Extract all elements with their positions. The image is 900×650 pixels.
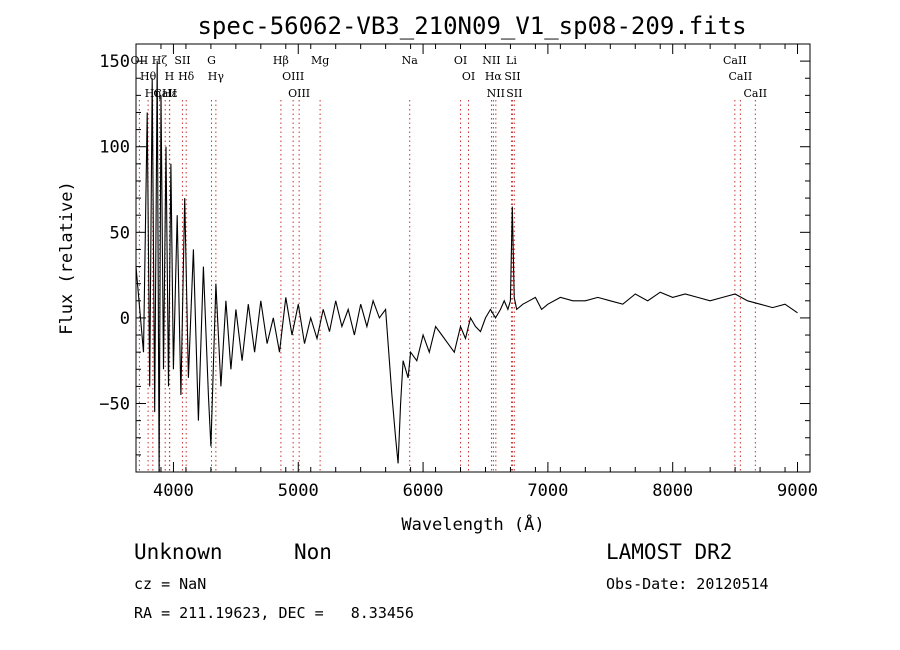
x-axis-label: Wavelength (Å) [401, 513, 544, 535]
line-marker-label: SII [504, 70, 520, 83]
line-marker-label: Mg [311, 54, 329, 67]
y-tick-label: −50 [99, 395, 130, 415]
line-marker-label: Hβ [273, 54, 289, 67]
line-marker-label: Hθ [140, 70, 157, 83]
line-marker-label: OIII [282, 70, 304, 83]
ra-dec-coords: RA = 211.19623, DEC = 8.33456 [134, 604, 414, 622]
y-axis-label: Flux (relative) [57, 181, 77, 335]
y-tick-label: 0 [120, 309, 130, 329]
x-tick-label: 4000 [153, 481, 194, 501]
line-marker-label: Li [506, 54, 517, 67]
x-tick-label: 8000 [652, 481, 693, 501]
line-marker-label: NII [482, 54, 500, 67]
line-marker-label: Hζ [152, 54, 168, 67]
line-marker-label: H [165, 70, 175, 83]
object-subclass: Non [294, 540, 332, 564]
line-marker-label: Hγ [208, 70, 225, 83]
line-marker-label: OIII [288, 87, 310, 100]
y-tick-label: 150 [99, 52, 130, 72]
flux-series-group [135, 61, 798, 473]
line-marker-label: SII [506, 87, 522, 100]
x-tick-label: 7000 [527, 481, 568, 501]
line-marker-label: OI [462, 70, 475, 83]
x-tick-label: 5000 [278, 481, 319, 501]
line-marker-label: Hε [162, 87, 178, 100]
plot-frame [135, 43, 811, 473]
x-tick-label: 9000 [777, 481, 818, 501]
object-class: Unknown [134, 540, 223, 564]
line-marker-label: OII [131, 54, 149, 67]
y-tick-label: 100 [99, 138, 130, 158]
redshift-cz: cz = NaN [134, 575, 207, 593]
survey-name: LAMOST DR2 [606, 540, 733, 564]
line-marker-label: CaII [743, 87, 767, 100]
x-tick-label: 6000 [403, 481, 444, 501]
line-marker-label: SII [174, 54, 190, 67]
chart-title: spec-56062-VB3_210N09_V1_sp08-209.fits [197, 12, 746, 40]
axis-ticks: 4000 5000 6000 7000 8000 9000 −50 0 50 100 150 [99, 44, 818, 501]
line-marker-label: Hδ [178, 70, 195, 83]
obs-date: Obs-Date: 20120514 [606, 575, 769, 593]
line-marker-label: G [207, 54, 216, 67]
y-tick-label: 50 [110, 223, 130, 243]
flux-line [135, 61, 798, 473]
line-marker-label: CaII [153, 87, 177, 100]
line-marker-label: CaII [729, 70, 753, 83]
line-marker-label: NII [487, 87, 505, 100]
line-marker-label: OI [454, 54, 467, 67]
line-marker-label: Hα [485, 70, 503, 83]
line-marker-label: CaII [723, 54, 747, 67]
line-marker-label: Na [402, 54, 419, 67]
